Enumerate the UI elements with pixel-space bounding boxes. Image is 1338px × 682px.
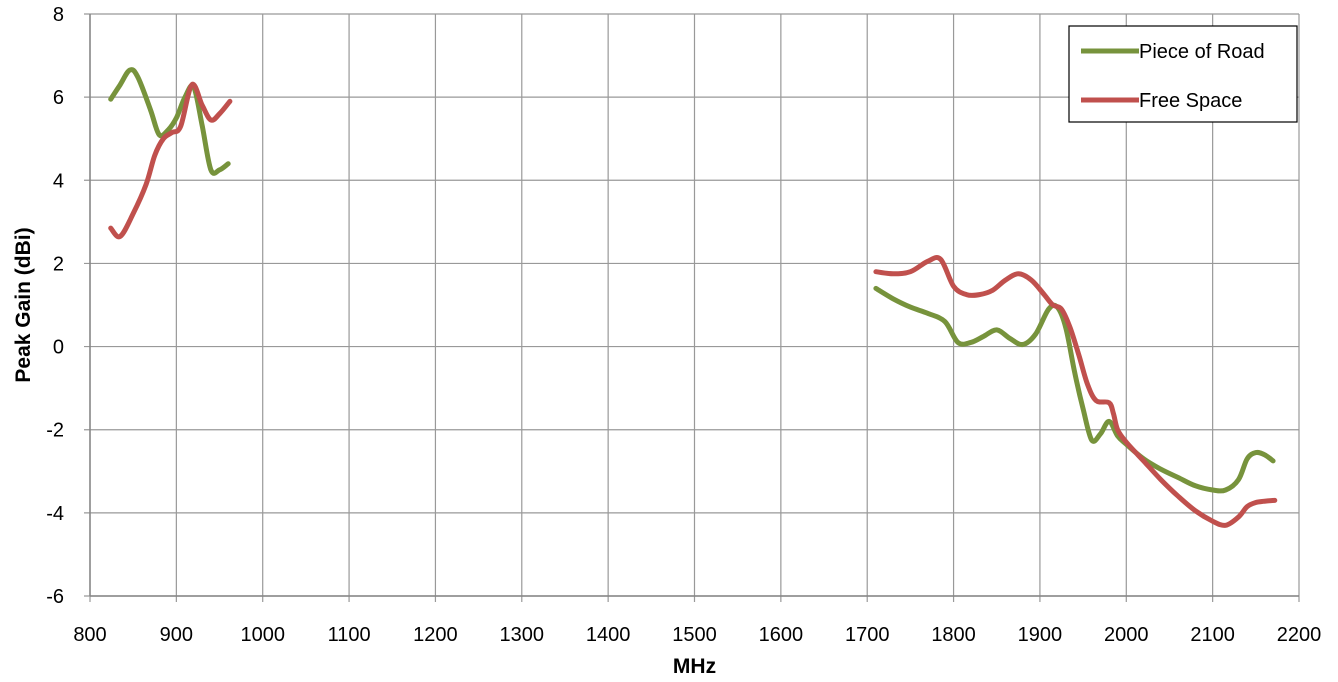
legend-label-piece-of-road: Piece of Road [1139, 41, 1265, 63]
series-line-piece-of-road [873, 285, 1276, 494]
series-line-piece-of-road [108, 67, 231, 176]
series-line-free-space [108, 81, 233, 240]
x-tick-label: 1700 [845, 624, 890, 646]
series-lines [108, 67, 1278, 528]
legend-box [1068, 25, 1298, 123]
y-tick-label: -4 [46, 503, 64, 525]
x-tick-label: 1900 [1018, 624, 1063, 646]
y-tick-label: -2 [46, 420, 64, 442]
x-tick-label: 2000 [1104, 624, 1149, 646]
y-tick-label: 4 [53, 170, 64, 192]
x-tick-label: 1400 [586, 624, 631, 646]
y-tick-label: -6 [46, 586, 64, 608]
y-axis-title: Peak Gain (dBi) [12, 227, 35, 382]
x-tick-label: 1300 [500, 624, 545, 646]
y-tick-label: 2 [53, 253, 64, 275]
x-tick-label: 1000 [240, 624, 285, 646]
y-tick-label: 8 [53, 4, 64, 26]
x-tick-label: 1100 [328, 624, 371, 646]
x-tick-label: 1200 [413, 624, 458, 646]
y-tick-label: 6 [53, 87, 64, 109]
tick-labels: 800 900 1000 1100 1200 1300 1400 1500 1600 1700 18… [46, 4, 1321, 646]
legend-label-free-space: Free Space [1139, 90, 1242, 112]
x-tick-label: 900 [160, 624, 193, 646]
x-axis-title: MHz [673, 655, 716, 678]
y-tick-label: 0 [53, 337, 64, 359]
legend: Piece of Road Free Space [1068, 25, 1298, 123]
x-tick-label: 1800 [931, 624, 976, 646]
x-tick-label: 1600 [759, 624, 804, 646]
series-line-free-space [873, 255, 1278, 528]
x-tick-label: 2100 [1190, 624, 1235, 646]
x-tick-label: 2200 [1277, 624, 1322, 646]
x-tick-label: 1500 [672, 624, 717, 646]
x-tick-label: 800 [73, 624, 106, 646]
